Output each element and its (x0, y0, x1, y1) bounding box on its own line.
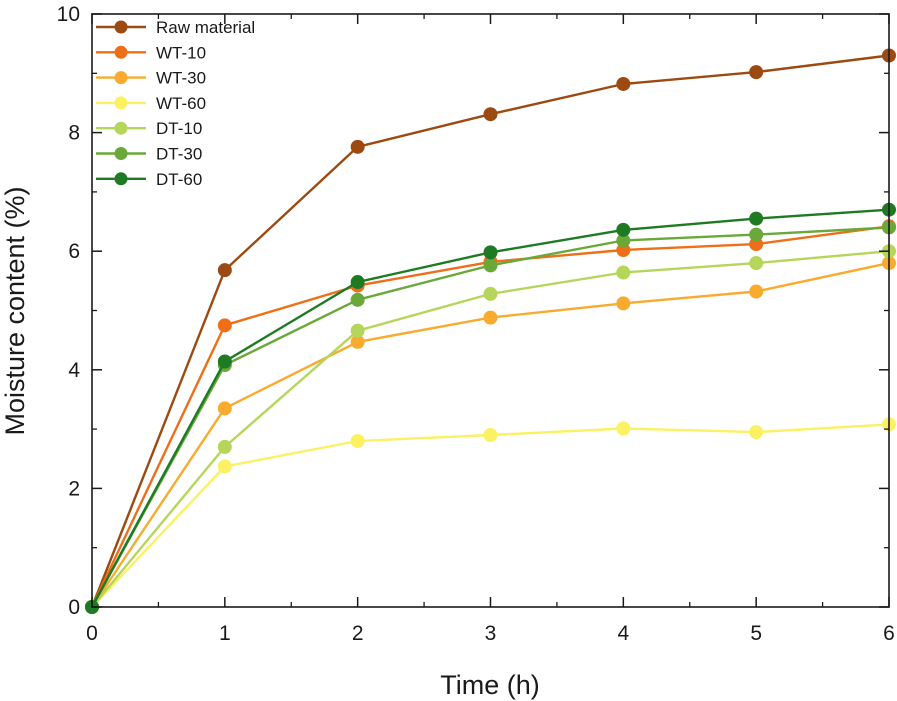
data-point-dt-30 (350, 292, 365, 307)
legend-label-wt-30: WT-30 (156, 69, 206, 88)
x-tick-label: 1 (219, 622, 231, 645)
legend-item-dt-60: DT-60 (96, 170, 202, 189)
x-axis-title: Time (h) (440, 670, 540, 700)
legend-marker-dt-30 (114, 147, 128, 160)
data-point-dt-60 (749, 211, 764, 226)
y-tick-label: 6 (68, 240, 80, 263)
y-tick-label: 0 (68, 596, 80, 619)
legend-label-wt-10: WT-10 (156, 43, 206, 62)
legend-marker-dt-10 (114, 121, 128, 135)
y-tick-label: 10 (57, 3, 80, 26)
data-point-dt-30 (749, 227, 764, 242)
legend-item-dt-30: DT-30 (96, 145, 202, 164)
legend-label-raw-material: Raw material (156, 18, 255, 37)
axis-ticks: 0 1 2 3 4 5 6 0 2 4 6 8 10 (57, 3, 895, 645)
data-point-dt-30 (483, 258, 498, 273)
data-point-wt-60 (749, 425, 764, 440)
data-point-dt-60 (350, 275, 365, 290)
x-tick-label: 6 (883, 622, 895, 645)
data-point-wt-30 (616, 296, 631, 311)
data-point-raw-material (749, 65, 764, 80)
x-tick-label: 0 (86, 622, 98, 645)
legend-label-wt-60: WT-60 (156, 94, 206, 113)
legend-label-dt-30: DT-30 (156, 145, 202, 164)
data-point-raw-material (483, 107, 498, 122)
legend-marker-wt-30 (114, 71, 128, 85)
series-raw-material (85, 48, 896, 614)
data-point-raw-material (616, 76, 631, 91)
data-point-wt-30 (749, 284, 764, 299)
y-tick-label: 8 (68, 122, 80, 145)
data-point-wt-60 (616, 421, 631, 436)
data-point-dt-60 (483, 245, 498, 260)
x-tick-label: 4 (617, 622, 629, 645)
legend-item-dt-10: DT-10 (96, 119, 202, 138)
y-tick-label: 4 (68, 359, 80, 382)
data-point-wt-60 (483, 428, 498, 443)
series-layer (85, 48, 896, 614)
data-point-wt-60 (217, 459, 232, 474)
data-point-dt-10 (749, 256, 764, 271)
data-point-dt-60 (217, 354, 232, 369)
data-point-dt-60 (616, 222, 631, 237)
data-point-wt-60 (350, 433, 365, 448)
x-tick-label: 5 (750, 622, 762, 645)
legend: Raw material WT-10 WT-30 WT-60 DT-10 DT-30 DT-… (96, 18, 255, 189)
data-point-raw-material (350, 139, 365, 154)
data-point-wt-10 (217, 318, 232, 333)
x-tick-label: 2 (352, 622, 364, 645)
y-axis-title: Moisture content (%) (0, 186, 30, 435)
data-point-dt-10 (350, 323, 365, 338)
data-point-dt-10 (217, 439, 232, 454)
legend-marker-dt-60 (114, 172, 128, 186)
legend-item-raw-material: Raw material (96, 18, 255, 37)
data-point-raw-material (217, 263, 232, 278)
y-tick-label: 2 (68, 477, 80, 500)
series-dt-10 (85, 244, 896, 614)
data-point-dt-10 (616, 265, 631, 280)
legend-label-dt-60: DT-60 (156, 170, 202, 189)
legend-item-wt-10: WT-10 (96, 43, 206, 62)
legend-label-dt-10: DT-10 (156, 119, 202, 138)
legend-marker-raw-material (114, 20, 128, 34)
series-dt-60 (85, 202, 896, 614)
legend-marker-wt-10 (114, 45, 128, 59)
data-point-dt-10 (483, 286, 498, 301)
x-tick-label: 3 (485, 622, 497, 645)
legend-item-wt-30: WT-30 (96, 69, 206, 88)
legend-marker-wt-60 (114, 96, 128, 110)
data-point-wt-30 (483, 310, 498, 325)
data-point-wt-30 (217, 401, 232, 416)
legend-item-wt-60: WT-60 (96, 94, 206, 113)
